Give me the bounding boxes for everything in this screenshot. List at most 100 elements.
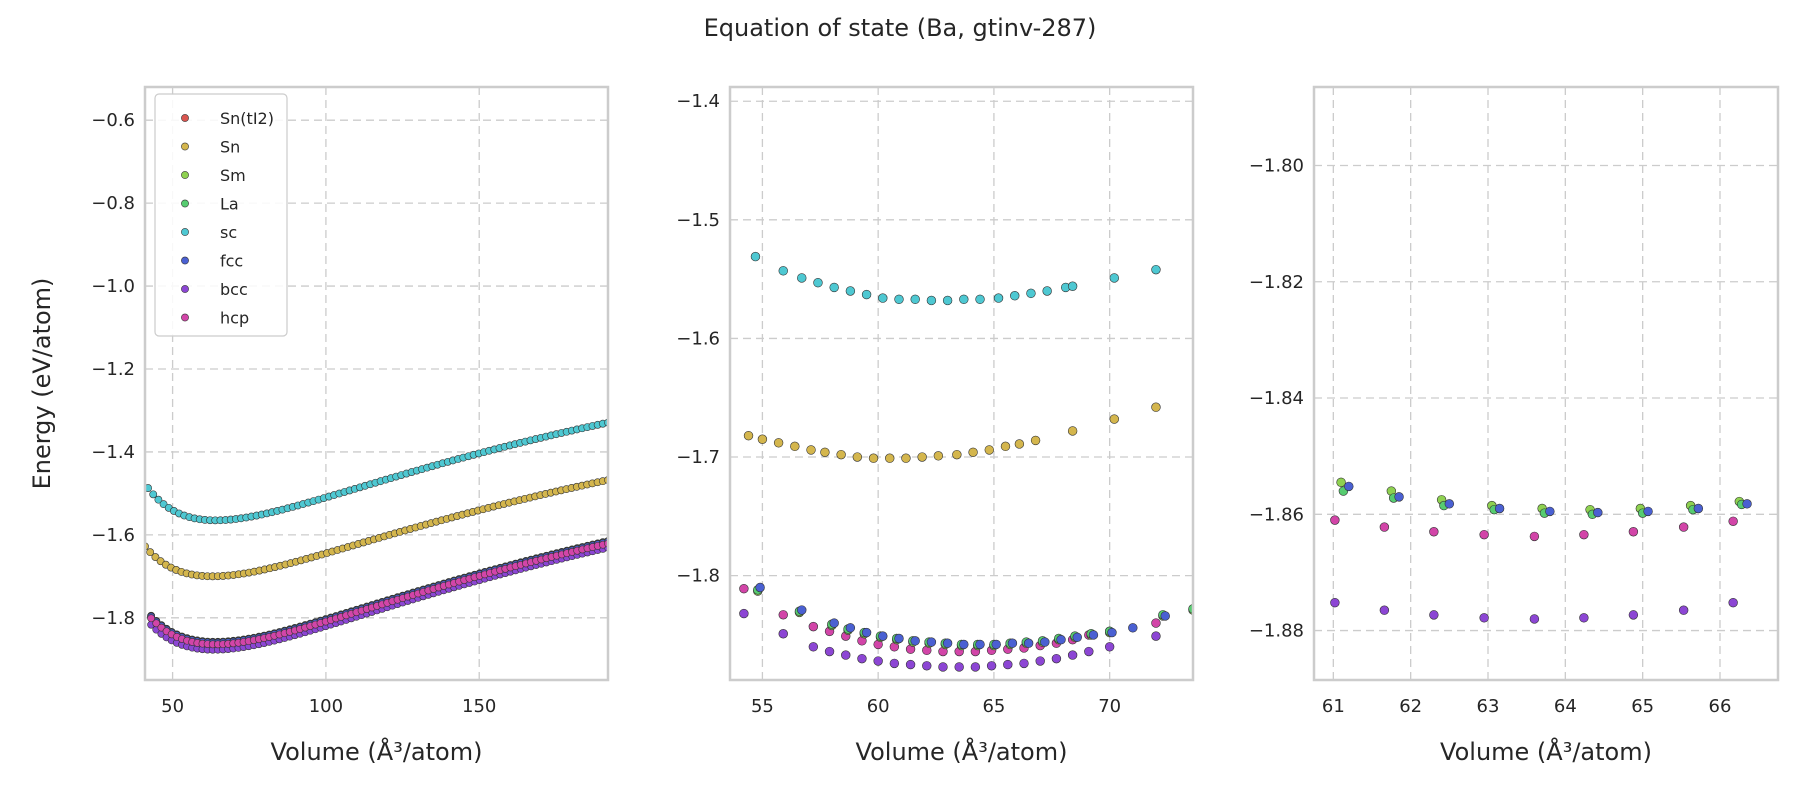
point-Sn (933, 451, 944, 461)
point-Sn (151, 553, 160, 561)
point-bcc (1019, 658, 1029, 669)
point-fcc (1494, 503, 1505, 514)
y-tick-label: −1.0 (91, 276, 135, 297)
point-bcc (938, 662, 948, 672)
legend-marker-Sn (181, 142, 189, 151)
panel-full-range: 50 100 150 −1.8 −1.6 −1.4 −1.2 −1.0 −0.8 −0.6 Volu… (28, 85, 610, 766)
point-sc (154, 495, 163, 504)
x-tick-label: 66 (1709, 696, 1732, 717)
point-bcc (986, 661, 997, 671)
point-fcc (845, 623, 856, 633)
axes-frame (1312, 85, 1780, 682)
point-Sn (1014, 439, 1025, 449)
y-tick-label: −1.84 (1249, 388, 1304, 409)
y-axis-label: Energy (eV/atom) (28, 278, 56, 490)
point-sc (845, 286, 856, 296)
point-Sn (1067, 426, 1078, 436)
point-Sn (146, 548, 155, 557)
point-hcp (1678, 522, 1689, 532)
point-sc (1026, 288, 1036, 299)
point-Sn (984, 445, 994, 455)
point-Sn (868, 453, 879, 463)
legend-label: hcp (220, 309, 249, 328)
x-tick-label: 64 (1554, 696, 1577, 717)
point-hcp (1529, 531, 1540, 542)
point-bcc (1330, 597, 1340, 608)
x-tick-label: 100 (309, 696, 343, 717)
legend-label: Sn(tI2) (220, 109, 274, 128)
point-Sn (773, 438, 784, 448)
point-Sn (1000, 441, 1011, 452)
figure-title: Equation of state (Ba, gtinv-287) (704, 14, 1097, 42)
point-fcc (1444, 499, 1455, 509)
point-Sn (968, 447, 978, 457)
point-fcc (829, 618, 839, 628)
x-tick-label: 60 (867, 696, 890, 717)
point-hcp (778, 610, 788, 620)
point-Sn (757, 434, 768, 444)
y-tick-label: −1.8 (91, 608, 135, 629)
x-axis-label: Volume (Å³/atom) (1440, 737, 1652, 766)
point-fcc (755, 582, 765, 593)
point-bcc (970, 662, 981, 672)
point-hcp (1728, 516, 1738, 526)
point-fcc (959, 639, 969, 650)
legend-label: fcc (220, 252, 243, 271)
point-hcp (1379, 522, 1390, 532)
point-fcc (1107, 627, 1117, 638)
point-hcp (147, 614, 156, 623)
x-tick-label: 63 (1477, 696, 1500, 717)
legend: Sn(tI2) Sn Sm La sc fcc bcc hcp (154, 93, 288, 337)
point-bcc (905, 659, 916, 670)
y-tick-label: −1.86 (1249, 504, 1304, 525)
y-tick-label: −1.88 (1249, 621, 1304, 642)
legend-marker-bcc (181, 285, 189, 293)
point-sc (942, 295, 953, 306)
point-bcc (808, 642, 819, 652)
legend-marker-Sm (181, 171, 189, 179)
points (145, 418, 608, 654)
point-bcc (1728, 597, 1738, 608)
point-hcp (152, 619, 161, 628)
points (739, 251, 1193, 672)
legend-marker-fcc (181, 256, 189, 265)
point-fcc (1160, 611, 1170, 621)
x-tick-label: 65 (982, 696, 1005, 717)
point-sc (813, 277, 823, 288)
point-fcc (1040, 637, 1050, 647)
point-sc (778, 266, 788, 276)
point-Sn (743, 430, 754, 441)
y-tick-label: −1.80 (1249, 155, 1304, 176)
point-bcc (954, 662, 964, 672)
point-bcc (1579, 613, 1589, 623)
point-Sn (1030, 435, 1041, 446)
x-tick-label: 65 (1631, 696, 1654, 717)
point-sc (894, 294, 904, 304)
y-tick-label: −0.8 (91, 193, 135, 214)
y-tick-label: −1.5 (676, 210, 720, 231)
point-bcc (889, 658, 900, 669)
axes-frame (728, 85, 1195, 682)
point-fcc (878, 631, 888, 641)
legend-label: Sn (220, 138, 240, 157)
point-fcc (1007, 638, 1018, 648)
y-tick-label: −1.8 (676, 566, 720, 587)
point-Sm (1336, 477, 1346, 488)
point-hcp (1579, 529, 1589, 540)
point-Sn (917, 452, 927, 462)
point-fcc (942, 638, 953, 648)
point-fcc (1693, 503, 1704, 514)
point-Sn (806, 445, 816, 455)
point-bcc (1067, 650, 1078, 660)
point-fcc (1056, 634, 1066, 645)
point-Sn (952, 449, 962, 460)
legend-marker-La (181, 199, 189, 208)
point-bcc (1529, 614, 1540, 624)
legend-marker-sc (181, 228, 189, 236)
panel-zoom-2: 61 62 63 64 65 66 −1.88 −1.86 −1.84 −1.82 −1.80 Vol… (1249, 85, 1780, 766)
point-fcc (910, 636, 920, 646)
point-bcc (778, 629, 788, 639)
point-sc (1067, 281, 1078, 291)
point-sc (993, 293, 1004, 303)
